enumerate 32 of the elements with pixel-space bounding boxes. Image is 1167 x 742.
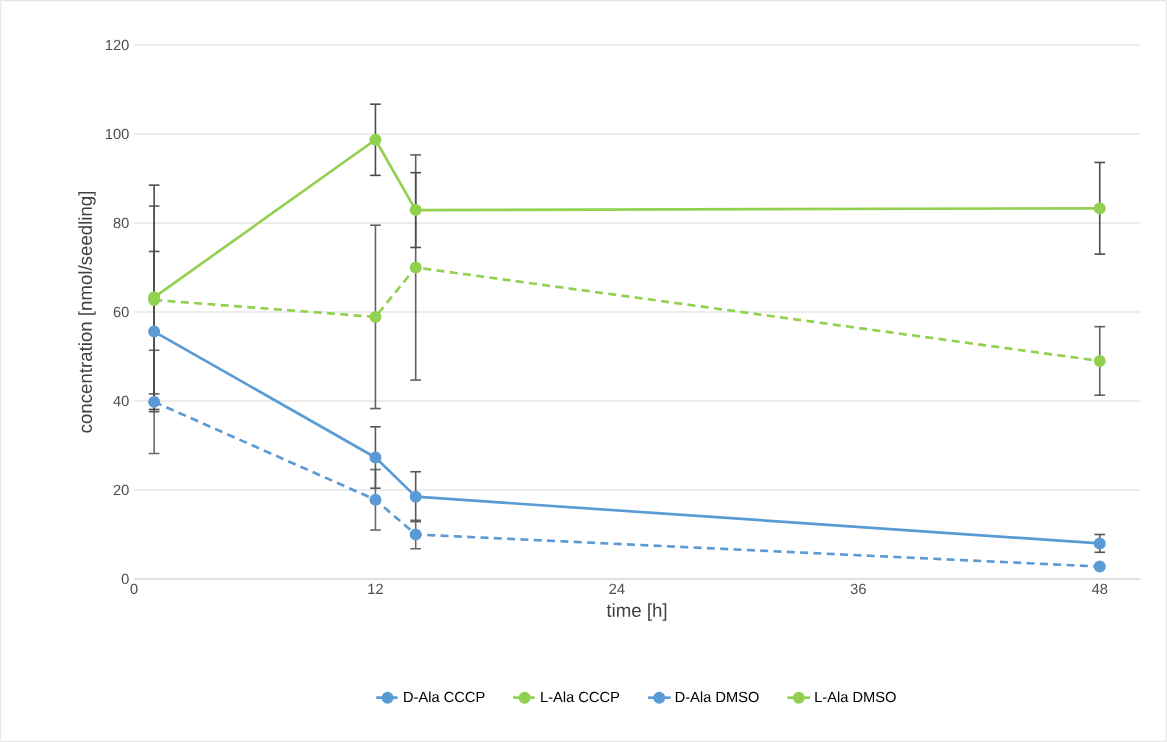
point xyxy=(409,490,422,503)
legend-label: D-Ala CCCP xyxy=(404,691,485,703)
y-tick-label: 40 xyxy=(113,395,129,407)
point xyxy=(148,325,161,338)
point xyxy=(1093,537,1106,550)
point xyxy=(1093,202,1106,215)
x-tick-label: 24 xyxy=(609,583,625,594)
y-axis-title: concentration [nmol/seedling] xyxy=(78,191,96,433)
point xyxy=(369,451,382,464)
y-tick-label: 0 xyxy=(121,573,129,585)
point xyxy=(1093,354,1106,367)
x-tick-label: 0 xyxy=(130,583,138,595)
y-tick-label: 20 xyxy=(113,484,129,496)
y-tick-label: 60 xyxy=(113,306,129,318)
point xyxy=(1093,560,1106,573)
point xyxy=(409,261,422,274)
point xyxy=(409,528,422,541)
legend-label: L-Ala CCCP xyxy=(541,691,620,703)
legend-label: L-Ala DMSO xyxy=(815,691,896,703)
point xyxy=(409,204,422,217)
y-tick-label: 120 xyxy=(105,39,129,51)
point xyxy=(148,395,161,408)
point xyxy=(369,310,382,323)
y-tick-label: 80 xyxy=(113,217,129,229)
x-axis-title: time [h] xyxy=(606,603,667,621)
x-tick-label: 36 xyxy=(850,583,866,595)
point xyxy=(369,493,382,506)
x-tick-label: 12 xyxy=(368,583,383,594)
x-tick-label: 48 xyxy=(1091,583,1108,595)
y-tick-label: 100 xyxy=(105,128,129,140)
point xyxy=(369,133,382,146)
legend-label: D-Ala DMSO xyxy=(675,691,759,703)
